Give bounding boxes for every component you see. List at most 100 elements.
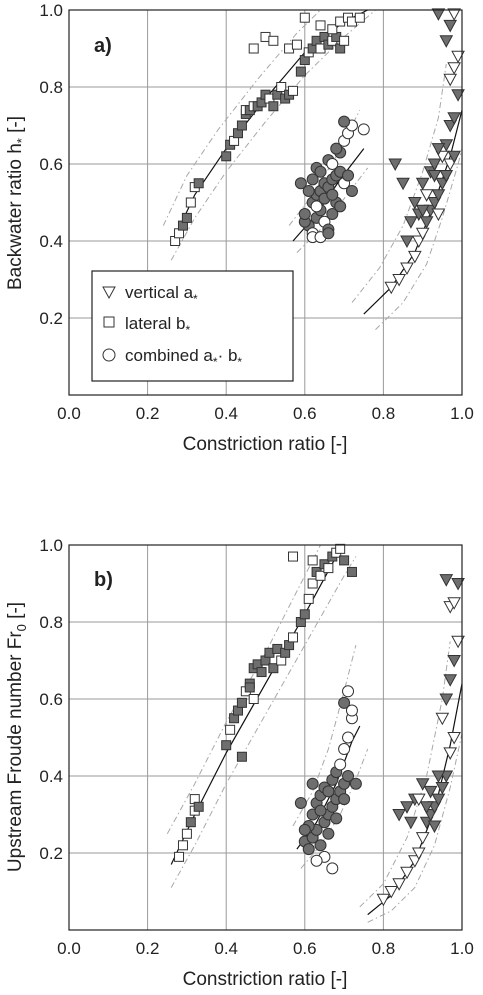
panel-b-square-point (236, 697, 247, 708)
panel-a-triangle-point (392, 274, 406, 287)
panel-a-triangle-point (447, 8, 461, 21)
panel-a-circle-point (326, 158, 339, 170)
panel-a-triangle-point (388, 158, 403, 172)
panel-b-label: b) (94, 569, 113, 591)
panel-a-triangle-point (443, 19, 458, 33)
panel-a-ylabel-main: Backwater ratio h (5, 143, 26, 290)
panel-b-ylabel-sub: 0 (14, 624, 29, 631)
panel-b-ytick-label: 1.0 (39, 536, 63, 555)
panel-a-ylabel-unit: [-] (5, 116, 26, 138)
panel-a-band-curve (162, 9, 321, 226)
panel-a-square-point (181, 212, 192, 223)
panel-a-triangle-point (404, 216, 418, 229)
panel-b-triangle-point (447, 597, 461, 610)
panel-b-square-point (256, 667, 267, 678)
panel-a-circle-point (357, 123, 370, 136)
panel-b-triangle-point (451, 578, 465, 591)
panel-b-ytick-label: 0.4 (39, 767, 63, 786)
panel-a-frame (68, 9, 463, 396)
panel-b-square-point (268, 663, 279, 674)
legend-combined-main: combined a (125, 346, 213, 365)
panel-b-triangle-point (419, 801, 434, 814)
legend-combined-sub2: * (237, 355, 242, 369)
panel-a-triangle-point (431, 8, 446, 21)
panel-a-label: a) (94, 35, 112, 57)
panel-b-circle-point (345, 704, 358, 717)
panel-a-ytick-label: 1.0 (39, 1, 63, 20)
panel-b-circle-point (338, 696, 351, 709)
panel-b-square-point (225, 724, 236, 735)
panel-b-triangle-point (411, 847, 426, 861)
panel-a-square-point (299, 12, 310, 23)
legend-vertical-sub: * (193, 292, 198, 306)
panel-a-circle-point (298, 208, 311, 221)
panel-a-square-point (339, 35, 350, 46)
panel-a-xtick-label: 0.4 (214, 404, 238, 423)
panel-b-triangle-point (443, 674, 458, 687)
panel-b-ylabel-main: Upstream Froude number Fr (5, 631, 26, 872)
panel-a-square-point (354, 12, 365, 23)
panel-a-circle-point (306, 173, 319, 186)
panel-b-square-point (174, 851, 185, 862)
panel-b-triangle-point (407, 855, 422, 868)
panel-b-square-point (236, 751, 247, 762)
panel-b-circle-point (310, 854, 323, 867)
panel-b-square-point (299, 609, 310, 620)
panel-b-circle-point (314, 839, 327, 852)
panel-b-triangle-point (411, 793, 426, 807)
panel-b-circle-point (338, 743, 351, 756)
panel-b-ticks: 0.0 0.2 0.4 0.6 0.8 1.0 0.2 0.4 0.6 0.8 1.0 (39, 536, 473, 958)
panel-b-triangle-point (384, 886, 399, 899)
panel-b-triangle-point (415, 778, 430, 791)
panel-a-circle-point (322, 227, 335, 240)
panel-b-square-point (244, 682, 255, 693)
panel-a-triangle-point (443, 158, 458, 172)
panel-b-ytick-label: 0.8 (39, 613, 63, 632)
panel-a-triangle-point (396, 177, 410, 191)
panel-a-xtick-label: 0.8 (372, 404, 396, 423)
panel-a-triangle-point (447, 150, 461, 164)
panel-b-circle-point (342, 770, 355, 782)
panel-a-square-point (221, 151, 232, 162)
panel-a-band-curve (375, 148, 463, 330)
panel-a-ylabel: Backwater ratio h* [-] (5, 116, 29, 290)
panel-b-xtick-label: 0.4 (214, 939, 238, 958)
panel-a-square-point (288, 85, 299, 96)
panel-a-circle-point (338, 115, 351, 128)
panel-b-square-point (303, 593, 314, 604)
panel-b-square-point (339, 555, 350, 566)
panel-a-circle-point (326, 188, 339, 201)
panel-a-triangle-point (384, 281, 399, 295)
panel-b-triangle-point (423, 809, 438, 822)
panel-b-circle-point (330, 812, 343, 825)
panel-b-xtick-label: 0.2 (136, 939, 160, 958)
legend-vertical-text: vertical a* (125, 283, 198, 306)
panel-a-square-point (268, 101, 279, 112)
panel-a-triangle-point (443, 120, 458, 133)
panel-a-triangle-point (427, 158, 442, 172)
panel-b-triangle-point (431, 770, 446, 784)
panel-b-circle-point (298, 823, 311, 836)
panel-a-xtick-label: 1.0 (450, 404, 474, 423)
panel-a-triangle-point (447, 62, 461, 75)
panel-b-band-curve (292, 644, 357, 827)
panel-b-triangle-point (404, 816, 418, 830)
panel-b-triangle-point (435, 712, 450, 726)
panel-b-ytick-label: 0.2 (39, 844, 63, 863)
panel-b-triangle-point (451, 635, 465, 649)
panel-b-circle-point (342, 685, 355, 698)
panel-a-triangle-point (431, 208, 446, 222)
panel-a-triangle-point (431, 143, 446, 156)
panel-b-triangle-point (392, 809, 406, 822)
panel-b-square-point (323, 563, 334, 574)
panel-b-square-point (307, 578, 318, 589)
panel-a-circle-point (310, 200, 323, 213)
panel-a-triangle-point (435, 177, 450, 191)
panel-a-ytick-label: 0.8 (39, 78, 63, 97)
panel-a-triangle-point (447, 112, 461, 125)
panel-b-xtick-label: 1.0 (450, 939, 474, 958)
legend: vertical a* lateral b* combined a*· b* (91, 270, 294, 382)
panel-a-fit-curve (363, 109, 463, 315)
panel-b-band-curve (170, 556, 357, 888)
